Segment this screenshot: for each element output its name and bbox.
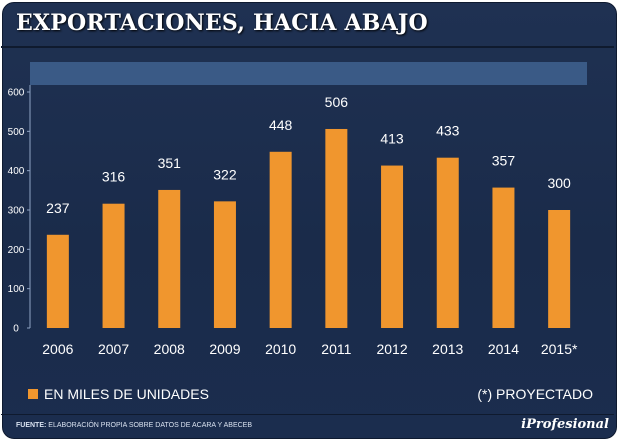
y-tick-label: 500	[8, 127, 25, 138]
brand-logo: iProfesional	[521, 417, 609, 432]
bar-value-label: 506	[325, 94, 349, 110]
x-tick-label: 2011	[321, 341, 351, 357]
bar	[158, 189, 181, 328]
source-text: ELABORACIÓN PROPIA SOBRE DATOS DE ACARA …	[48, 422, 253, 429]
bars	[46, 128, 571, 328]
bar	[436, 157, 459, 328]
legend-label: EN MILES DE UNIDADES	[44, 386, 209, 402]
x-tick-label: 2014	[488, 341, 519, 357]
bar	[492, 187, 515, 328]
bar-value-label: 351	[158, 155, 182, 171]
y-tick-label: 200	[8, 245, 25, 256]
y-tick-label: 300	[8, 206, 25, 217]
bar	[46, 234, 69, 328]
bar	[213, 201, 236, 328]
bar-value-label: 357	[492, 153, 516, 169]
y-tick-label: 100	[8, 284, 25, 295]
y-axis: 0 100 200 300 400 500 600	[8, 85, 31, 335]
y-tick-label: 400	[8, 166, 25, 177]
bar-value-label: 237	[46, 200, 70, 216]
legend-swatch	[28, 389, 38, 399]
projection-note: (*) PROYECTADO	[477, 386, 593, 402]
bar-value-label: 316	[102, 169, 126, 185]
x-tick-label: 2009	[209, 341, 240, 357]
x-tick-label: 2013	[432, 341, 463, 357]
x-tick-label: 2007	[98, 341, 129, 357]
value-labels: 237 316 351 322 448 506 413 433 357 300	[46, 94, 571, 216]
y-tick-label: 600	[8, 88, 25, 99]
x-tick-label: 2008	[154, 341, 185, 357]
bar-value-label: 433	[436, 123, 460, 139]
bar-value-label: 322	[213, 166, 237, 182]
bar	[102, 203, 125, 328]
x-axis: 2006 2007 2008 2009 2010 2011 2012 2013 2014 2015…	[42, 341, 578, 357]
x-tick-label: 2015*	[541, 341, 578, 357]
bar	[325, 128, 348, 328]
bar-value-label: 300	[547, 175, 571, 191]
legend: EN MILES DE UNIDADES	[28, 386, 209, 402]
plot-top-band	[30, 62, 587, 85]
title-divider	[1, 46, 614, 48]
footer-divider	[1, 414, 614, 415]
x-tick-label: 2006	[42, 341, 73, 357]
bar	[269, 151, 292, 328]
bar	[381, 165, 404, 328]
bar-value-label: 413	[380, 131, 404, 147]
source-line: FUENTE: ELABORACIÓN PROPIA SOBRE DATOS D…	[16, 422, 252, 429]
bar-value-label: 448	[269, 117, 293, 133]
x-tick-label: 2012	[376, 341, 407, 357]
source-label: FUENTE:	[16, 422, 47, 429]
x-tick-label: 2010	[265, 341, 296, 357]
bar	[548, 210, 571, 328]
y-tick-label: 0	[13, 324, 19, 335]
chart-title: EXPORTACIONES, HACIA ABAJO	[16, 10, 428, 36]
